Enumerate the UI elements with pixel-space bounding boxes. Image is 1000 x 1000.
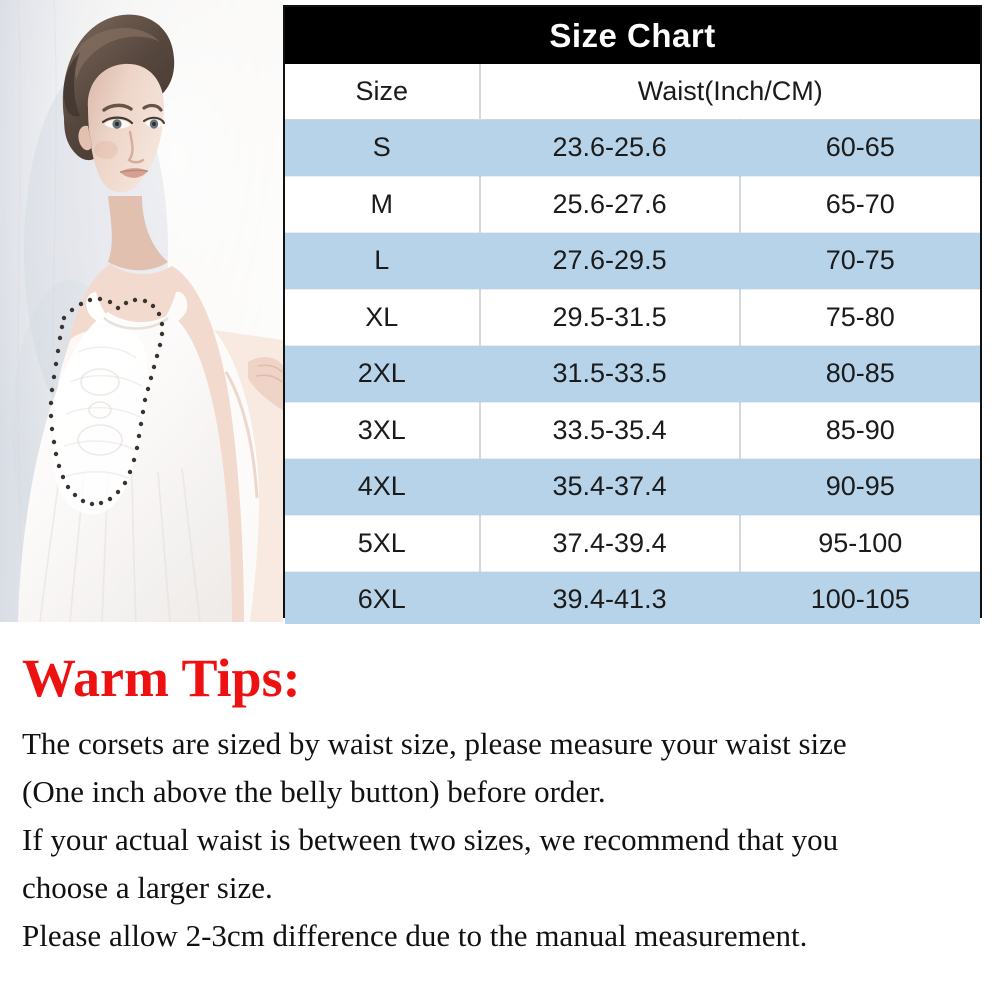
table-row: XL 29.5-31.5 75-80 (285, 288, 980, 346)
cell-inch: 39.4-41.3 (479, 571, 741, 628)
cell-size: 2XL (285, 345, 481, 402)
size-chart-table: Size Chart Size Waist(Inch/CM) S (283, 5, 982, 628)
tip-line: Please allow 2-3cm difference due to the… (22, 918, 808, 953)
warm-tips-body: The corsets are sized by waist size, ple… (22, 720, 987, 960)
cell-inch: 27.6-29.5 (479, 232, 741, 289)
model-photo (0, 0, 283, 622)
cell-inch: 29.5-31.5 (479, 288, 741, 346)
table-row: 3XL 33.5-35.4 85-90 (285, 401, 980, 459)
cell-cm: 70-75 (739, 232, 980, 289)
cell-cm: 90-95 (739, 458, 980, 515)
size-table-body: S 23.6-25.6 60-65 M 25.6-27.6 65-70 L 27… (285, 119, 980, 628)
warm-tips-section: Warm Tips: The corsets are sized by wais… (0, 624, 1000, 1000)
cell-cm: 60-65 (739, 119, 980, 176)
cell-inch: 33.5-35.4 (479, 401, 741, 459)
cell-size: 4XL (285, 458, 481, 515)
cell-cm: 65-70 (739, 175, 980, 233)
table-row: 4XL 35.4-37.4 90-95 (285, 458, 980, 515)
table-row: S 23.6-25.6 60-65 (285, 119, 980, 176)
table-header-row: Size Waist(Inch/CM) (285, 64, 980, 120)
table-row: L 27.6-29.5 70-75 (285, 232, 980, 289)
cell-size: 6XL (285, 571, 481, 628)
table-row: 5XL 37.4-39.4 95-100 (285, 514, 980, 572)
column-header-size: Size (285, 64, 481, 120)
cell-inch: 35.4-37.4 (479, 458, 741, 515)
tip-line: choose a larger size. (22, 870, 273, 905)
tip-line: (One inch above the belly button) before… (22, 774, 606, 809)
cell-inch: 23.6-25.6 (479, 119, 741, 176)
warm-tips-heading: Warm Tips: (22, 648, 301, 708)
cell-cm: 85-90 (739, 401, 980, 459)
table-row: 6XL 39.4-41.3 100-105 (285, 571, 980, 628)
cell-inch: 37.4-39.4 (479, 514, 741, 572)
column-header-waist: Waist(Inch/CM) (479, 64, 980, 120)
size-table: Size Waist(Inch/CM) S 23.6-25.6 60-65 M … (285, 64, 980, 628)
cell-cm: 80-85 (739, 345, 980, 402)
cell-size: XL (285, 288, 481, 346)
table-row: M 25.6-27.6 65-70 (285, 175, 980, 233)
cell-cm: 95-100 (739, 514, 980, 572)
top-section: Size Chart Size Waist(Inch/CM) S (0, 0, 982, 628)
size-chart-title: Size Chart (285, 7, 980, 64)
cell-size: 5XL (285, 514, 481, 572)
size-table-head: Size Waist(Inch/CM) (285, 64, 980, 120)
tip-line: The corsets are sized by waist size, ple… (22, 726, 847, 761)
model-photo-illustration (0, 0, 283, 622)
cell-size: S (285, 119, 481, 176)
cell-size: L (285, 232, 481, 289)
cell-size: 3XL (285, 401, 481, 459)
cell-size: M (285, 175, 481, 233)
tip-line: If your actual waist is between two size… (22, 822, 839, 857)
table-row: 2XL 31.5-33.5 80-85 (285, 345, 980, 402)
cell-inch: 25.6-27.6 (479, 175, 741, 233)
cell-cm: 100-105 (739, 571, 980, 628)
cell-cm: 75-80 (739, 288, 980, 346)
cell-inch: 31.5-33.5 (479, 345, 741, 402)
